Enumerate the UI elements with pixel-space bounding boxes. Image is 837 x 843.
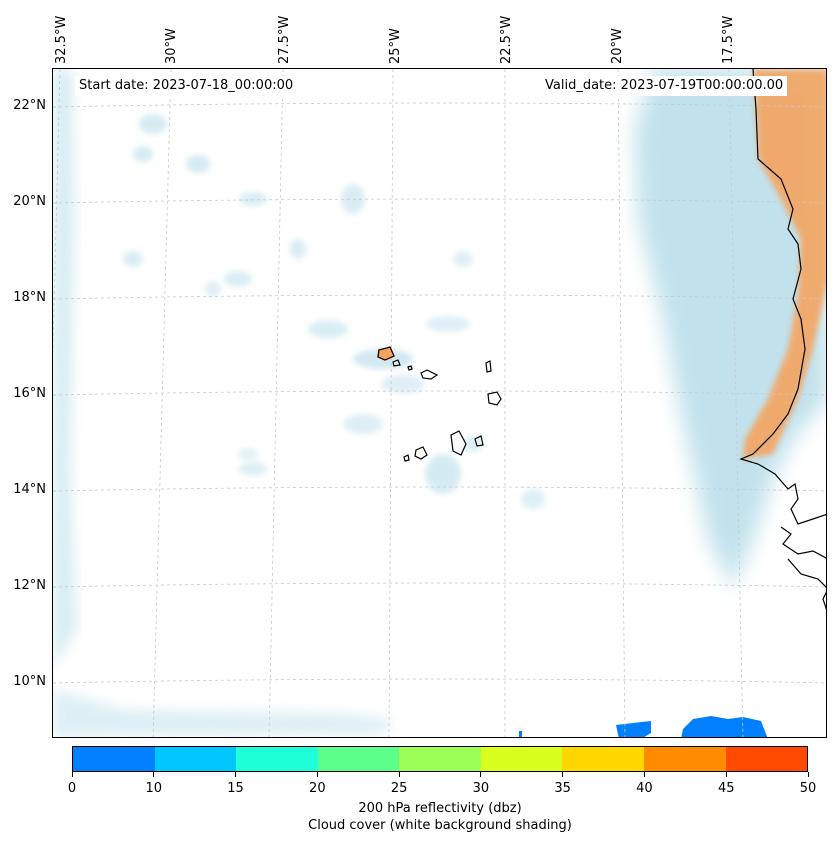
cloud-patch [343, 414, 383, 434]
cloud-patch [139, 114, 167, 134]
colorbar-title: 200 hPa reflectivity (dbz) [358, 801, 522, 816]
coastline-africa [739, 69, 826, 525]
colorbar-tick-mark [153, 772, 155, 777]
colorbar-segment [73, 747, 155, 771]
lat-label-18n: 18°N [13, 290, 46, 305]
island-santiago [450, 430, 467, 456]
cloud-patch [453, 251, 473, 267]
island-sal [485, 360, 492, 373]
lon-label-17-5w: 17.5°W [721, 15, 736, 64]
lat-label-12n: 12°N [13, 578, 46, 593]
colorbar-tick-label: 15 [227, 781, 244, 796]
cloud-patch [290, 239, 306, 259]
island-fogo [414, 446, 428, 460]
cloud-patch [205, 281, 221, 297]
cloud-patch [521, 489, 545, 509]
coastline-gambia [780, 526, 826, 559]
colorbar-tick-mark [807, 772, 809, 777]
island-santo-antao [377, 346, 395, 361]
colorbar-tick-mark [562, 772, 564, 777]
lon-label-25w: 25°W [388, 28, 403, 64]
reflectivity-patches [519, 716, 768, 737]
colorbar-segment [562, 747, 644, 771]
colorbar-segment [480, 747, 563, 771]
map-panel [52, 68, 827, 738]
cloud-patch [381, 375, 425, 393]
coastline-guinea-bissau [787, 558, 826, 610]
cloud-patch [133, 146, 153, 162]
cloud-patch [224, 271, 252, 287]
colorbar-tick-mark [643, 772, 645, 777]
colorbar-tick-label: 50 [799, 781, 817, 796]
cloud-patch [123, 251, 143, 267]
cloud-band-south [53, 689, 393, 737]
cloud-cover-shading [53, 69, 826, 737]
reflectivity-patch-3 [519, 731, 522, 737]
colorbar-tick-label: 30 [472, 781, 490, 796]
cloud-region-east [635, 69, 826, 589]
island-islet [407, 365, 413, 371]
island-sao-nicolau [420, 369, 439, 380]
island-boa-vista [487, 391, 502, 406]
colorbar-tick-label: 20 [309, 781, 326, 796]
cloud-patch [463, 436, 483, 452]
cloud-patch [426, 316, 470, 332]
cloud-patch [186, 155, 210, 173]
cloud-patch [238, 462, 268, 476]
lat-label-14n: 14°N [13, 482, 46, 497]
land-shading-mauritania [743, 69, 826, 459]
lat-label-20n: 20°N [13, 194, 46, 209]
colorbar-tick-label: 35 [554, 781, 571, 796]
coastlines [377, 69, 826, 610]
colorbar-subtitle: Cloud cover (white background shading) [308, 818, 572, 833]
colorbar-tick-label: 10 [145, 781, 163, 796]
reflectivity-patch-1 [616, 721, 651, 737]
cloud-patch [238, 448, 258, 460]
island-sao-vicente [392, 359, 401, 367]
start-date-label: Start date: 2023-07-18_00:00:00 [75, 76, 298, 96]
colorbar-segment [317, 747, 400, 771]
colorbar-tick-label: 40 [636, 781, 653, 796]
lon-label-32-5w: 32.5°W [54, 15, 69, 64]
colorbar-tick-label: 25 [390, 781, 408, 796]
colorbar-segment [236, 747, 318, 771]
colorbar-tick-mark [480, 772, 482, 777]
colorbar-segment [154, 747, 237, 771]
lon-label-22-5w: 22.5°W [499, 15, 514, 64]
island-brava [403, 454, 410, 462]
lat-label-16n: 16°N [13, 386, 46, 401]
cloud-patch [425, 454, 461, 494]
reflectivity-patch-2 [681, 716, 768, 737]
lat-label-10n: 10°N [13, 674, 46, 689]
lon-label-27-5w: 27.5°W [277, 15, 292, 64]
cloud-patch [308, 320, 348, 338]
colorbar-tick-mark [398, 772, 400, 777]
colorbar-tick-mark [725, 772, 727, 777]
colorbar-tick-label: 45 [717, 781, 735, 796]
lon-label-30w: 30°W [164, 28, 179, 64]
colorbar-segment [725, 747, 808, 771]
reflectivity-colorbar [72, 746, 808, 772]
cloud-region-west-edge [53, 69, 77, 669]
colorbar-tick-mark [71, 772, 73, 777]
colorbar-segment [643, 747, 726, 771]
map-canvas [53, 69, 826, 737]
colorbar-tick-label: 0 [67, 781, 77, 796]
gridlines [53, 69, 826, 737]
colorbar-segment [399, 747, 481, 771]
valid-date-label: Valid_date: 2023-07-19T00:00:00.00 [541, 76, 788, 96]
cloud-patch [239, 192, 267, 206]
lat-label-22n: 22°N [13, 98, 46, 113]
colorbar-tick-mark [316, 772, 318, 777]
lon-label-20w: 20°W [610, 28, 625, 64]
island-maio [474, 435, 484, 447]
colorbar-tick-mark [235, 772, 237, 777]
